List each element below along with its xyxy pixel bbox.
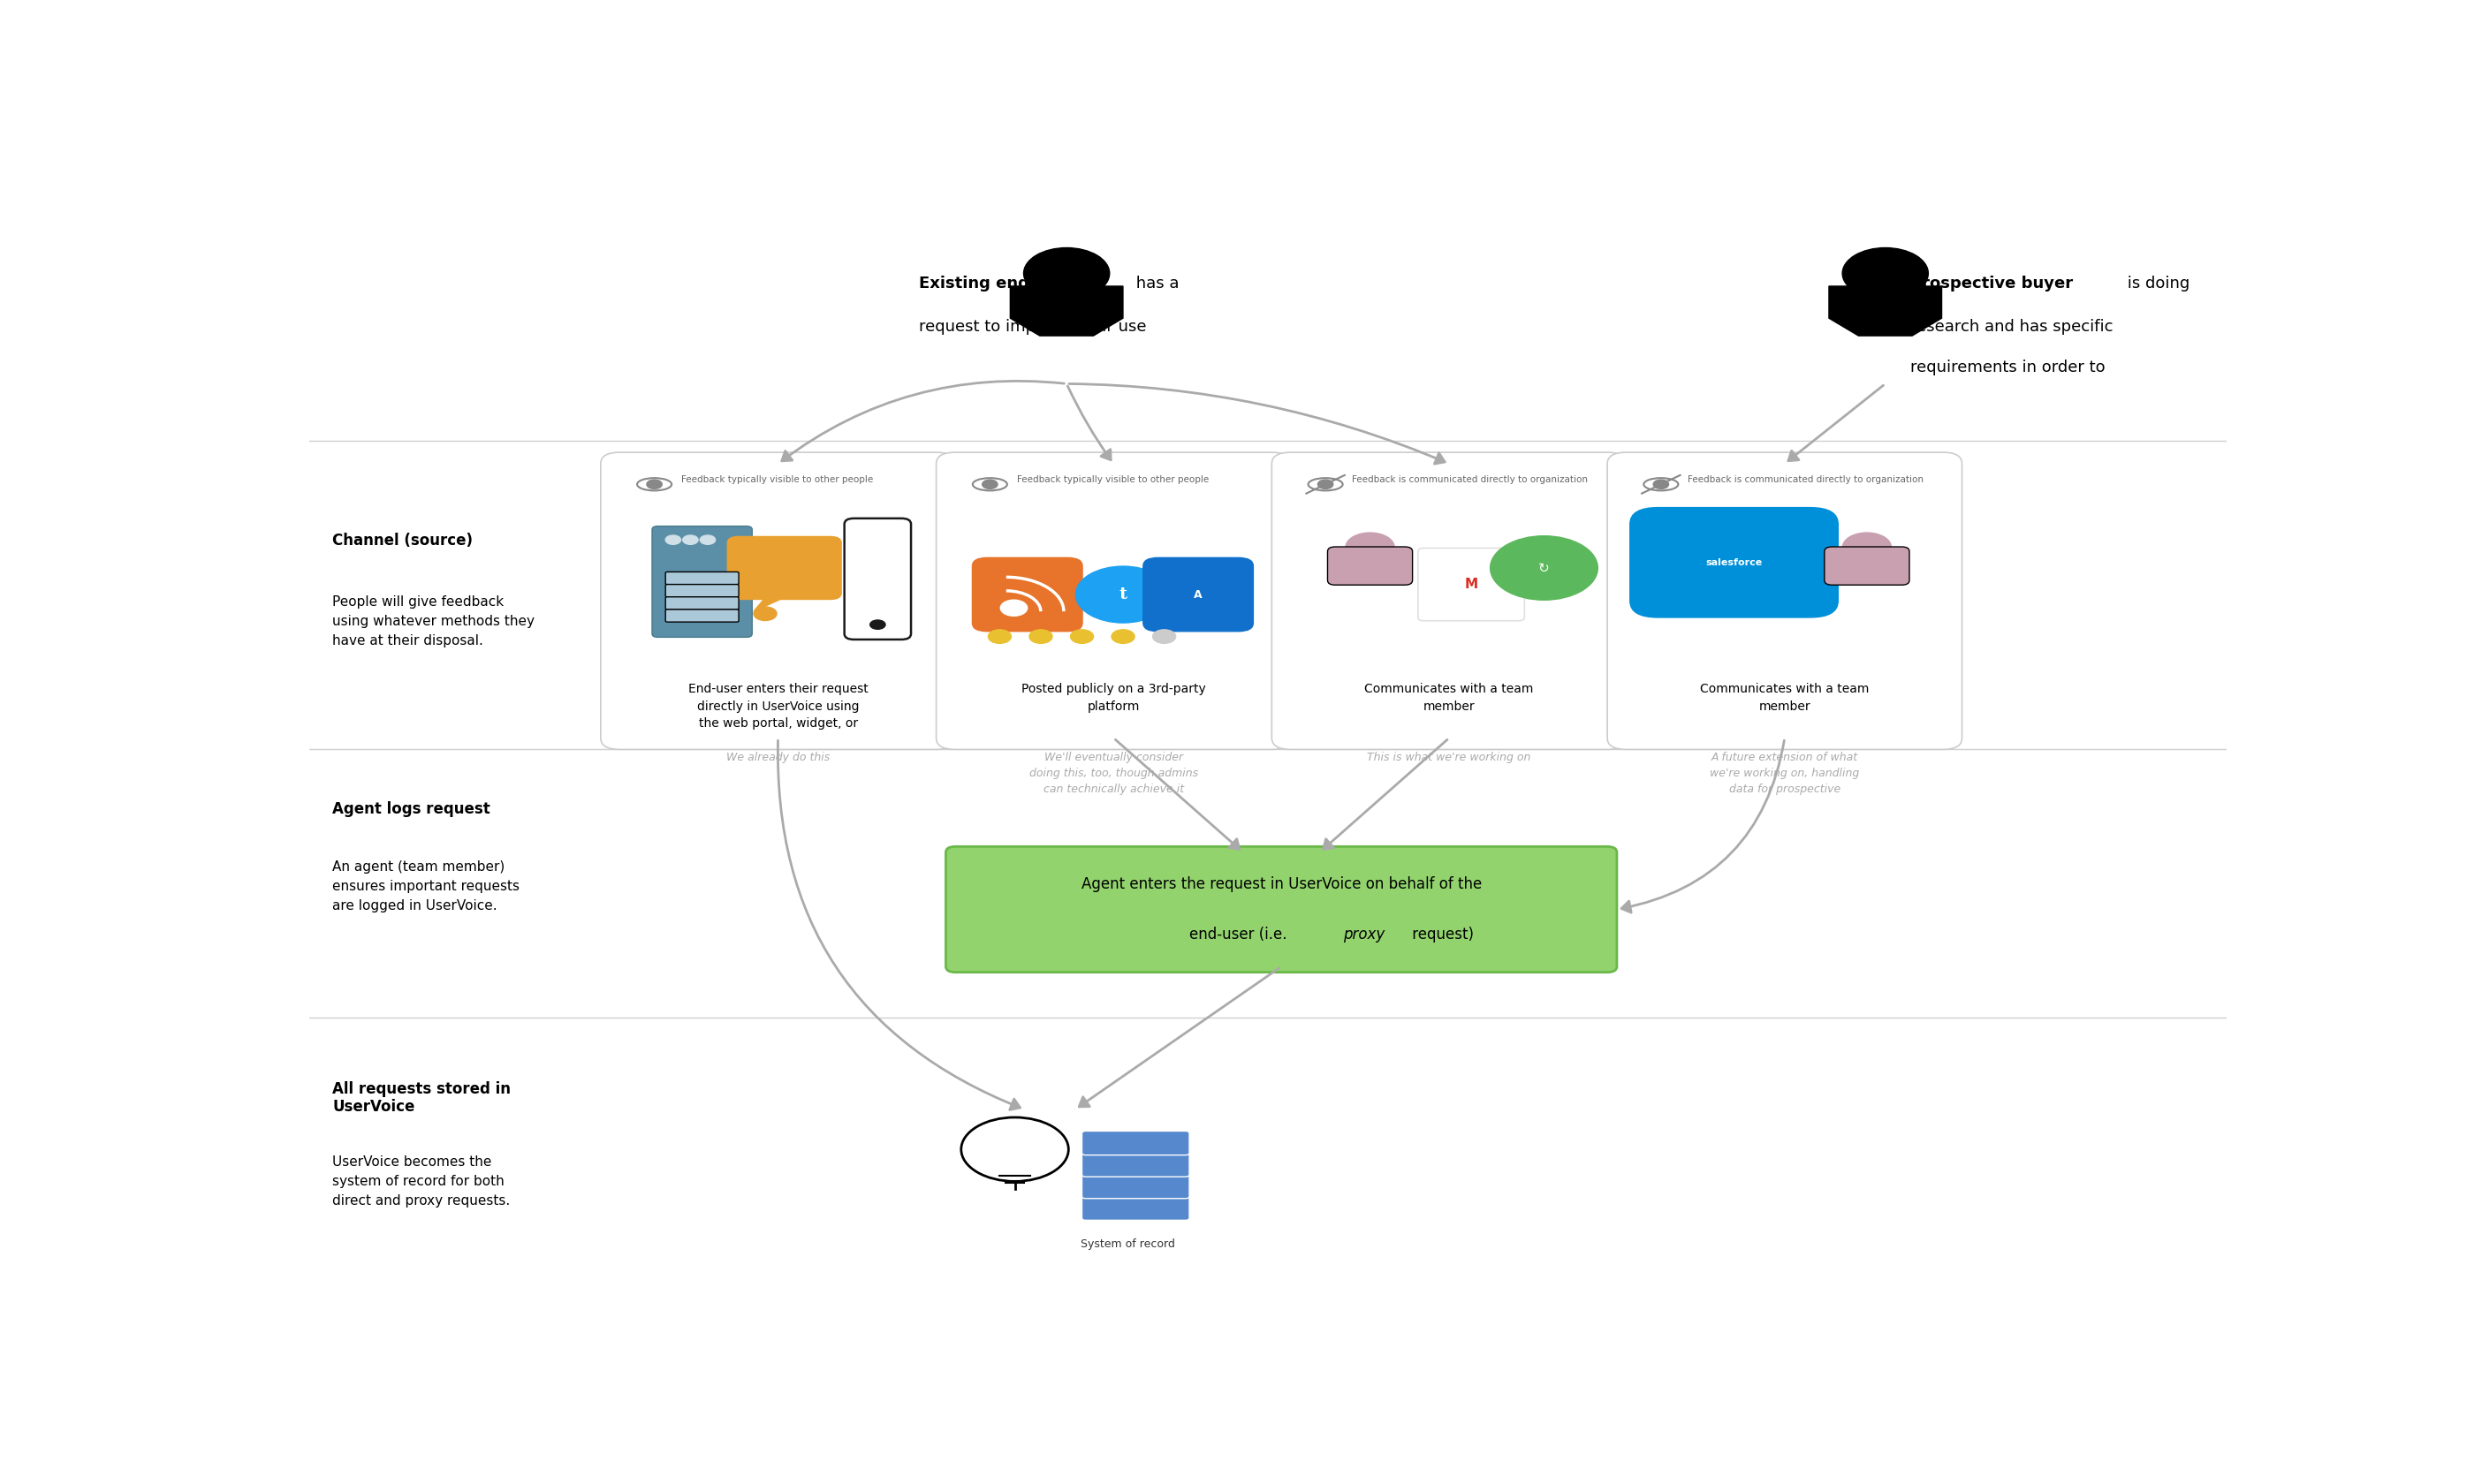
Circle shape	[1843, 533, 1890, 562]
Circle shape	[987, 629, 1012, 644]
FancyBboxPatch shape	[1081, 1174, 1190, 1199]
Circle shape	[1111, 629, 1136, 644]
Circle shape	[755, 607, 777, 620]
FancyBboxPatch shape	[1272, 453, 1625, 749]
Text: A: A	[1192, 589, 1202, 600]
Circle shape	[666, 536, 680, 545]
Text: Existing end-user: Existing end-user	[918, 275, 1076, 291]
Text: Communicates with a team
member: Communicates with a team member	[1700, 683, 1870, 712]
Text: research and has specific: research and has specific	[1910, 319, 2113, 334]
Circle shape	[999, 600, 1027, 616]
FancyBboxPatch shape	[666, 610, 740, 622]
Circle shape	[1076, 567, 1170, 623]
Text: Prospective buyer: Prospective buyer	[1910, 275, 2073, 291]
FancyArrowPatch shape	[1079, 968, 1279, 1107]
FancyBboxPatch shape	[601, 453, 955, 749]
Circle shape	[1071, 629, 1094, 644]
FancyBboxPatch shape	[653, 527, 752, 637]
FancyArrowPatch shape	[1620, 741, 1784, 913]
FancyBboxPatch shape	[666, 571, 740, 585]
FancyBboxPatch shape	[935, 453, 1291, 749]
Text: Channel (source): Channel (source)	[332, 533, 473, 548]
Circle shape	[982, 479, 997, 488]
Text: Agent logs request: Agent logs request	[332, 801, 490, 816]
FancyArrowPatch shape	[777, 741, 1019, 1110]
FancyBboxPatch shape	[1630, 508, 1838, 617]
Text: This is what we're working on: This is what we're working on	[1368, 752, 1531, 763]
FancyArrowPatch shape	[1069, 384, 1445, 464]
Text: Feedback is communicated directly to organization: Feedback is communicated directly to org…	[1353, 475, 1588, 484]
FancyBboxPatch shape	[1823, 546, 1910, 585]
Text: An agent (team member)
ensures important requests
are logged in UserVoice.: An agent (team member) ensures important…	[332, 861, 520, 913]
Text: t: t	[1118, 586, 1128, 603]
FancyBboxPatch shape	[1418, 548, 1524, 620]
Text: Feedback is communicated directly to organization: Feedback is communicated directly to org…	[1687, 475, 1925, 484]
FancyArrowPatch shape	[1789, 386, 1883, 462]
FancyBboxPatch shape	[945, 846, 1618, 972]
Text: UserVoice becomes the
system of record for both
direct and proxy requests.: UserVoice becomes the system of record f…	[332, 1155, 510, 1208]
FancyBboxPatch shape	[1081, 1196, 1190, 1220]
FancyBboxPatch shape	[972, 556, 1084, 632]
Circle shape	[871, 620, 886, 629]
FancyBboxPatch shape	[1608, 453, 1962, 749]
Text: People will give feedback
using whatever methods they
have at their disposal.: People will give feedback using whatever…	[332, 595, 534, 647]
Text: End-user enters their request
directly in UserVoice using
the web portal, widget: End-user enters their request directly i…	[688, 683, 868, 730]
Circle shape	[1489, 536, 1598, 600]
Text: Communicates with a team
member: Communicates with a team member	[1366, 683, 1534, 712]
Text: Feedback typically visible to other people: Feedback typically visible to other peop…	[1017, 475, 1210, 484]
FancyArrowPatch shape	[1324, 739, 1447, 849]
Circle shape	[1653, 479, 1667, 488]
Circle shape	[1153, 629, 1175, 644]
Text: is doing: is doing	[2123, 275, 2189, 291]
Text: We already do this: We already do this	[727, 752, 829, 763]
Text: All requests stored in
UserVoice: All requests stored in UserVoice	[332, 1080, 510, 1114]
Circle shape	[1843, 248, 1927, 298]
Text: A future extension of what
we're working on, handling
data for prospective: A future extension of what we're working…	[1710, 752, 1860, 795]
FancyArrowPatch shape	[782, 381, 1064, 462]
Text: requirements in order to: requirements in order to	[1910, 359, 2105, 375]
Text: We'll eventually consider
doing this, too, though admins
can technically achieve: We'll eventually consider doing this, to…	[1029, 752, 1197, 795]
Text: ↻: ↻	[1539, 561, 1549, 574]
FancyBboxPatch shape	[727, 536, 841, 600]
Text: Posted publicly on a 3rd-party
platform: Posted publicly on a 3rd-party platform	[1022, 683, 1205, 712]
Circle shape	[1319, 479, 1333, 488]
Text: System of record: System of record	[1081, 1239, 1175, 1250]
Circle shape	[1346, 533, 1395, 562]
FancyBboxPatch shape	[666, 597, 740, 610]
FancyBboxPatch shape	[1081, 1131, 1190, 1155]
Polygon shape	[1828, 286, 1942, 335]
Circle shape	[1029, 629, 1051, 644]
Text: has a: has a	[1131, 275, 1180, 291]
Text: request): request)	[1408, 926, 1475, 942]
FancyBboxPatch shape	[666, 585, 740, 597]
Polygon shape	[755, 594, 794, 611]
FancyBboxPatch shape	[1081, 1153, 1190, 1177]
FancyBboxPatch shape	[1143, 556, 1254, 632]
Circle shape	[646, 479, 663, 488]
Circle shape	[700, 536, 715, 545]
Circle shape	[683, 536, 698, 545]
FancyBboxPatch shape	[844, 518, 910, 640]
Text: M: M	[1465, 577, 1477, 591]
Text: proxy: proxy	[1343, 926, 1385, 942]
FancyArrowPatch shape	[1069, 386, 1111, 460]
Text: Feedback typically visible to other people: Feedback typically visible to other peop…	[680, 475, 873, 484]
Polygon shape	[1009, 286, 1123, 335]
Text: request to improve their use: request to improve their use	[918, 319, 1145, 334]
Text: salesforce: salesforce	[1705, 558, 1761, 567]
Text: Agent enters the request in UserVoice on behalf of the: Agent enters the request in UserVoice on…	[1081, 877, 1482, 892]
Text: end-user (i.e.: end-user (i.e.	[1190, 926, 1291, 942]
Circle shape	[1024, 248, 1108, 298]
FancyBboxPatch shape	[1329, 546, 1413, 585]
FancyArrowPatch shape	[1116, 739, 1239, 849]
